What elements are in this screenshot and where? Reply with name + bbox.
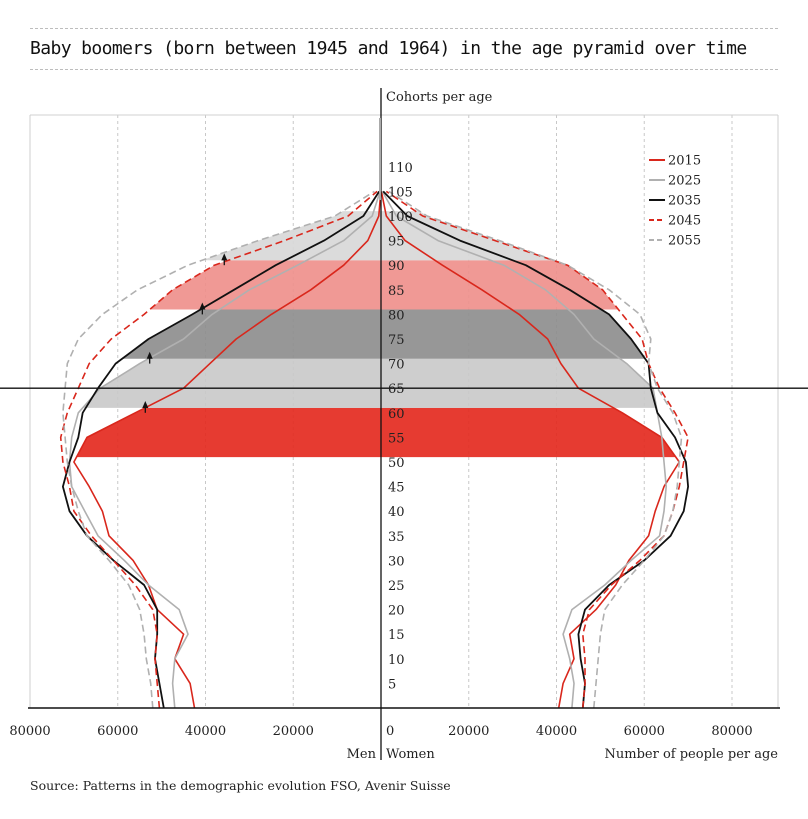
legend: 2015 2025 2035 2045 2055 [649,154,701,249]
legend-label: 2035 [668,194,701,209]
arrowhead-2035 [146,351,153,359]
series-2045-women [385,190,689,709]
y-tick-label: 50 [388,456,405,471]
y-tick-label: 95 [388,235,405,250]
y-tick-label: 5 [388,677,396,692]
y-tick-label: 90 [388,259,405,274]
x-tick-label-men: 80000 [9,724,50,739]
legend-label: 2045 [668,214,701,229]
y-axis-label: Cohorts per age [386,90,493,105]
y-tick-label: 15 [388,628,405,643]
title-rule-top [30,28,778,29]
series-2055-men [62,190,375,709]
y-tick-label: 30 [388,554,405,569]
arrowhead-2025 [142,400,149,408]
band-2045 [149,260,619,310]
series-2045-men [59,190,378,709]
axes [0,88,808,760]
series-2035-men [62,190,380,709]
band-2035 [122,309,646,359]
y-tick-label: 70 [388,358,405,373]
band-2015 [76,407,676,458]
x-tick-label-women: 0 [386,724,394,739]
band-2025 [82,358,657,408]
boomer-bands [76,211,676,458]
legend-label: 2055 [668,234,701,249]
series-lines [59,190,689,709]
shift-arrows [142,253,228,413]
source-note: Source: Patterns in the demographic evol… [30,778,451,793]
y-tick-label: 45 [388,481,405,496]
y-tick-label: 35 [388,530,405,545]
y-tick-label: 65 [388,382,405,397]
x-tick-label-women: 40000 [536,724,577,739]
y-tick-label: 75 [388,333,405,348]
gridlines [29,114,779,708]
x-tick-label-women: 60000 [624,724,665,739]
series-2025-women [381,191,667,709]
women-label: Women [386,747,435,762]
title-rule-bottom [30,69,778,70]
y-tick-label: 60 [388,407,405,422]
series-2025-men [68,191,381,709]
tick-labels: 5101520253035404550556065707580859095100… [9,161,752,739]
legend-label: 2025 [668,174,701,189]
legend-label: 2015 [668,154,701,169]
y-tick-label: 20 [388,604,405,619]
arrowhead-2045 [199,302,206,310]
x-axis-label: Number of people per age [605,747,779,762]
series-2055-women [388,190,683,709]
y-tick-label: 25 [388,579,405,594]
x-tick-label-women: 80000 [711,724,752,739]
x-tick-label-men: 60000 [97,724,138,739]
y-tick-label: 40 [388,505,405,520]
arrowhead-2055 [221,253,228,261]
men-label: Men [347,747,377,762]
series-2015-men [73,191,382,709]
x-tick-label-men: 20000 [273,724,314,739]
y-tick-label: 110 [388,161,413,176]
x-tick-label-women: 20000 [448,724,489,739]
y-tick-label: 10 [388,653,405,668]
y-tick-label: 80 [388,308,405,323]
series-2015-women [380,191,681,709]
y-tick-label: 85 [388,284,405,299]
y-tick-label: 105 [388,185,413,200]
y-tick-label: 100 [388,210,413,225]
x-tick-label-men: 40000 [185,724,226,739]
chart-title: Baby boomers (born between 1945 and 1964… [30,38,747,59]
y-tick-label: 55 [388,431,405,446]
band-2055 [202,211,554,261]
